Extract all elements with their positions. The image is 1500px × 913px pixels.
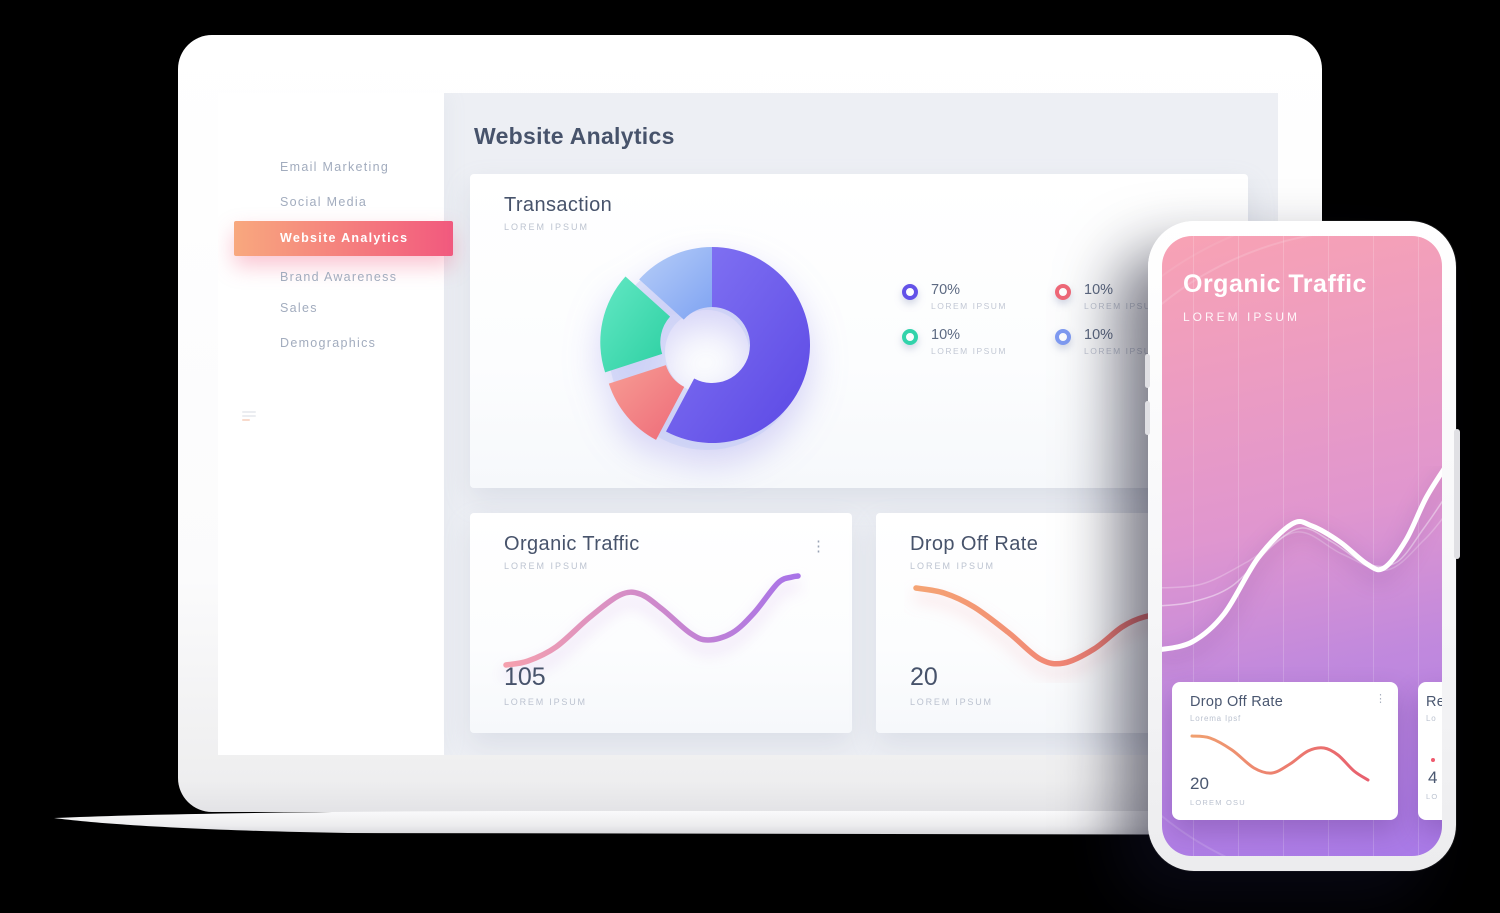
- card-title: Transaction: [504, 194, 613, 216]
- donut-slice: [639, 247, 712, 320]
- page-title: Website Analytics: [474, 123, 675, 149]
- legend-label: LOREM IPSUM: [931, 301, 1008, 311]
- legend-item: 10% LOREM IPSUM: [1055, 282, 1208, 327]
- phone-wave-chart: [1162, 467, 1442, 652]
- phone-subtitle: LOREM IPSUM: [1183, 310, 1301, 324]
- grid-line: [1328, 236, 1329, 856]
- card-title: Re: [1426, 694, 1442, 710]
- donut-legend: 70% LOREM IPSUM 10% LOREM IPSUM 10% LORE…: [902, 282, 1208, 372]
- legend-percent: 10%: [1084, 327, 1114, 343]
- legend-label: LOREM IPSUM: [1084, 301, 1161, 311]
- donut-slice: [608, 365, 685, 440]
- metric-label: LO: [1426, 792, 1439, 801]
- power-button: [1454, 429, 1460, 559]
- metric-value: 20: [1190, 774, 1209, 793]
- metric-label: LOREM IPSUM: [910, 697, 993, 707]
- organic-traffic-card: Organic Traffic LOREM IPSUM ⋮ 105 LOREM …: [470, 513, 852, 733]
- card-subtitle: LOREM IPSUM: [504, 222, 590, 232]
- phone-title: Organic Traffic: [1183, 270, 1367, 298]
- metric-label: LOREM OSU: [1190, 798, 1246, 807]
- metric-value: 4: [1428, 768, 1438, 787]
- phone-screen: Organic Traffic LOREM IPSUM Drop Off Rat…: [1162, 236, 1442, 856]
- legend-item: 10% LOREM IPSUM: [1055, 327, 1208, 372]
- legend-item: 70% LOREM IPSUM: [902, 282, 1055, 327]
- legend-percent: 10%: [931, 327, 961, 343]
- legend-ring: [902, 329, 918, 345]
- legend-ring: [1055, 284, 1071, 300]
- legend-ring: [902, 284, 918, 300]
- phone-drop-off-line-chart: [1190, 734, 1370, 782]
- donut-slice: [600, 276, 671, 373]
- card-subtitle: LOREM IPSUM: [910, 561, 996, 571]
- card-subtitle: Lorema Ipsf: [1190, 714, 1242, 723]
- transaction-card: Transaction LOREM IPSUM 70% LOREM IPSUM: [470, 174, 1248, 488]
- sidebar-item-brand-awareness[interactable]: Brand Awareness: [280, 270, 398, 284]
- donut-chart: [600, 247, 811, 450]
- phone-partial-card: Re Lo 4 LO: [1418, 682, 1442, 820]
- legend-item: 10% LOREM IPSUM: [902, 327, 1055, 372]
- trend-dot: [1431, 758, 1435, 762]
- sidebar-item-sales[interactable]: Sales: [280, 301, 318, 315]
- legend-percent: 70%: [931, 282, 961, 298]
- card-title: Drop Off Rate: [910, 533, 1039, 555]
- grid-line: [1193, 236, 1194, 856]
- laptop-screen: Email Marketing Social Media Website Ana…: [218, 93, 1278, 755]
- sidebar: Email Marketing Social Media Website Ana…: [218, 93, 453, 755]
- card-subtitle: LOREM IPSUM: [504, 561, 590, 571]
- metric-value: 20: [910, 663, 938, 691]
- sidebar-item-social-media[interactable]: Social Media: [280, 195, 368, 209]
- donut-slice: [665, 247, 811, 443]
- organic-traffic-line-chart: [503, 573, 801, 668]
- kebab-menu-icon[interactable]: ⋮: [1375, 693, 1386, 705]
- sidebar-item-demographics[interactable]: Demographics: [280, 336, 377, 350]
- grid-line: [1238, 236, 1239, 856]
- menu-icon[interactable]: [242, 411, 256, 423]
- metric-value: 105: [504, 663, 546, 691]
- legend-label: LOREM IPSUM: [931, 346, 1008, 356]
- legend-ring: [1055, 329, 1071, 345]
- card-title: Organic Traffic: [504, 533, 640, 555]
- volume-down-button: [1145, 401, 1150, 435]
- grid-line: [1283, 236, 1284, 856]
- phone-drop-off-card: Drop Off Rate Lorema Ipsf ⋮ 20 LOREM OSU: [1172, 682, 1398, 820]
- kebab-menu-icon[interactable]: ⋮: [811, 538, 826, 555]
- sidebar-item-website-analytics[interactable]: Website Analytics: [234, 221, 453, 256]
- card-title: Drop Off Rate: [1190, 694, 1284, 710]
- metric-label: LOREM IPSUM: [504, 697, 587, 707]
- volume-up-button: [1145, 354, 1150, 388]
- laptop-base: [54, 811, 1438, 835]
- sidebar-item-email-marketing[interactable]: Email Marketing: [280, 160, 390, 174]
- card-subtitle: Lo: [1426, 714, 1437, 723]
- phone-mockup: Organic Traffic LOREM IPSUM Drop Off Rat…: [1145, 221, 1460, 871]
- legend-percent: 10%: [1084, 282, 1114, 298]
- grid-line: [1418, 236, 1419, 856]
- grid-line: [1373, 236, 1374, 856]
- legend-label: LOREM IPSUM: [1084, 346, 1161, 356]
